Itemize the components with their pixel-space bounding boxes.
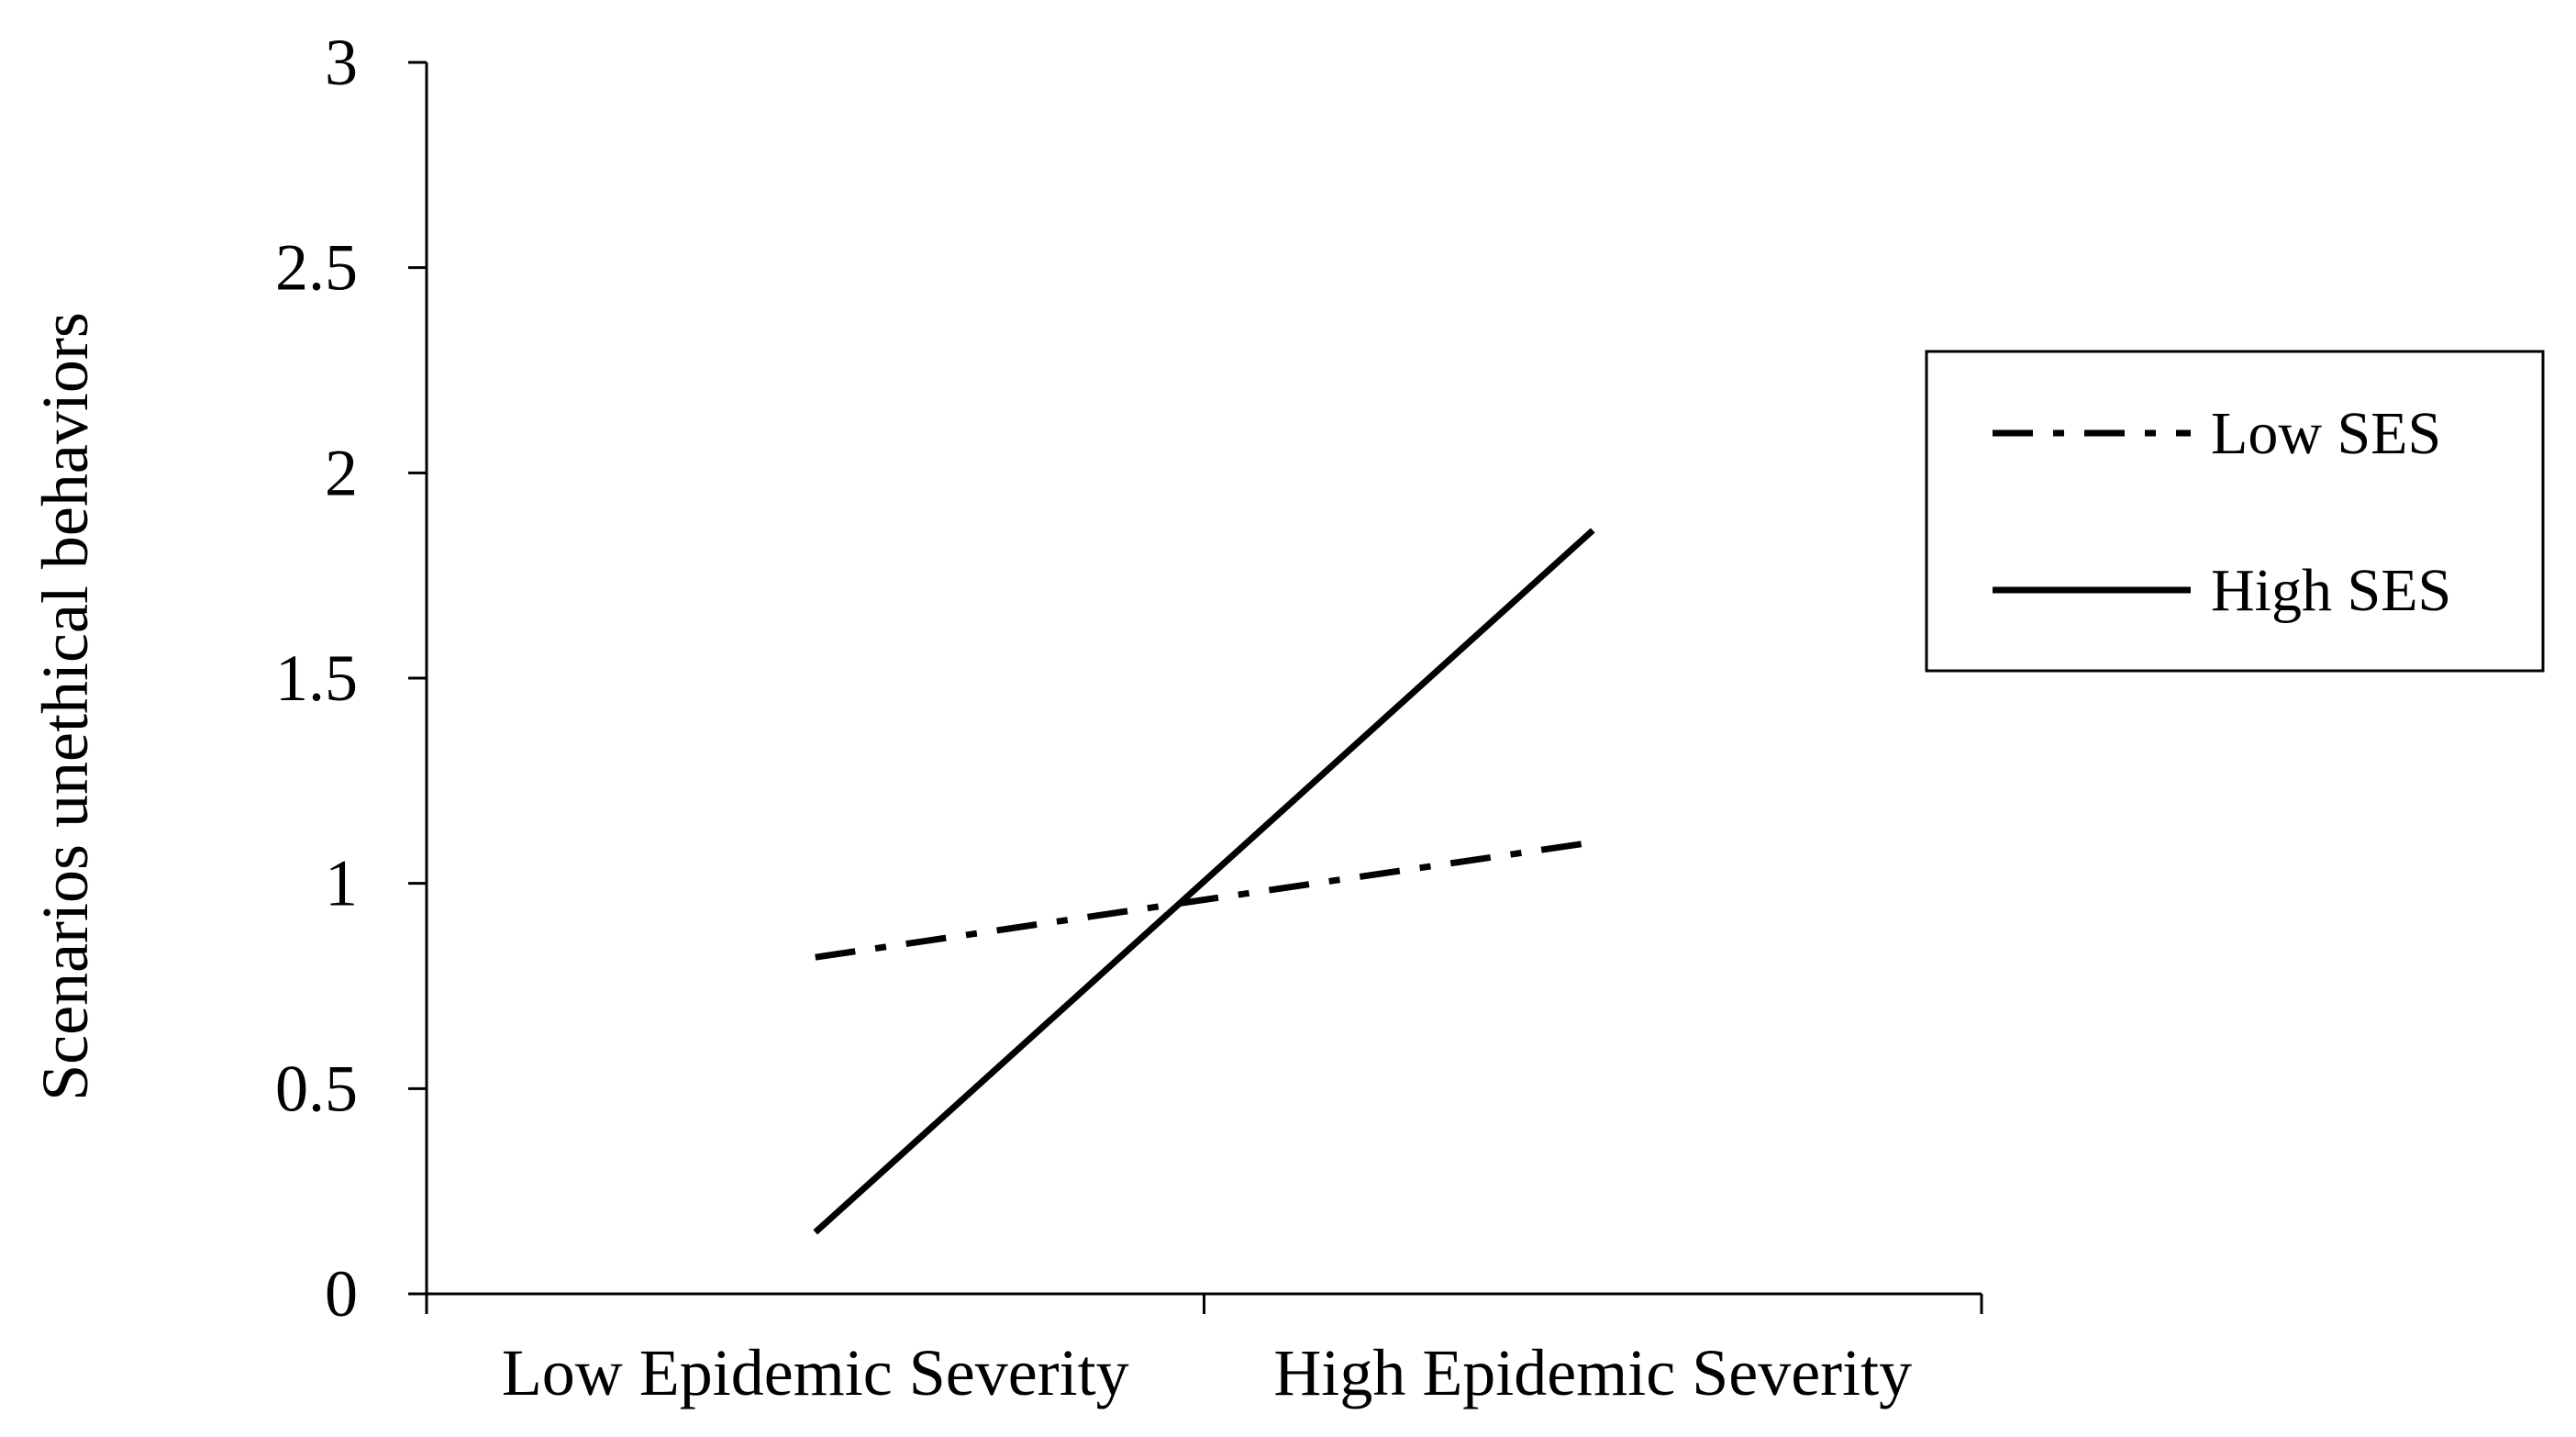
y-tick-label: 3 bbox=[325, 26, 358, 99]
x-tick-label: Low Epidemic Severity bbox=[502, 1336, 1129, 1409]
y-tick-label: 0 bbox=[325, 1257, 358, 1331]
y-axis-title: Scenarios unethical behaviors bbox=[28, 312, 102, 1101]
chart-axes: 0 0.5 1 1.5 2 2.5 3 Low Epidemic Severity High E… bbox=[275, 26, 1983, 1409]
x-tick-label: High Epidemic Severity bbox=[1273, 1336, 1912, 1409]
legend-box bbox=[1925, 350, 2545, 673]
series-line-high-ses bbox=[813, 528, 1595, 1235]
y-tick-label: 1.5 bbox=[275, 641, 358, 715]
y-tick-label: 0.5 bbox=[275, 1052, 358, 1125]
y-tick-label: 1 bbox=[325, 847, 358, 920]
series-line-low-ses bbox=[815, 839, 1593, 961]
y-tick-label: 2.5 bbox=[275, 231, 358, 305]
y-tick-label: 2 bbox=[325, 436, 358, 509]
legend-label: High SES bbox=[2211, 557, 2451, 624]
chart-series bbox=[813, 528, 1595, 1235]
chart-legend: Low SES High SES bbox=[1925, 350, 2545, 673]
legend-label: Low SES bbox=[2211, 400, 2441, 467]
